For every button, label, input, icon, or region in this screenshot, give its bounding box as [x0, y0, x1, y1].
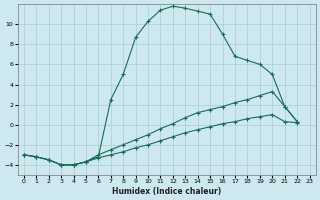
X-axis label: Humidex (Indice chaleur): Humidex (Indice chaleur) [112, 187, 221, 196]
